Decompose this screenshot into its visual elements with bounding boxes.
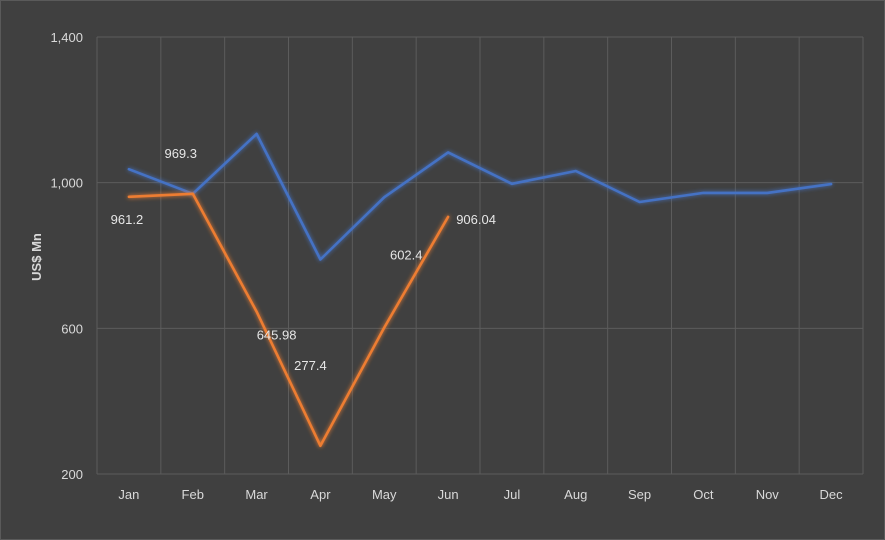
data-label: 645.98 — [257, 328, 297, 343]
series — [127, 132, 833, 448]
x-tick-label: Jul — [504, 487, 521, 502]
x-tick-label: Sep — [628, 487, 651, 502]
x-tick-label: Jun — [438, 487, 459, 502]
x-tick-label: Oct — [693, 487, 714, 502]
x-tick-label: Aug — [564, 487, 587, 502]
y-axis: 200 600 1,000 1,400 — [50, 30, 83, 482]
x-tick-label: Dec — [820, 487, 844, 502]
data-label: 906.04 — [456, 212, 496, 227]
data-label: 277.4 — [294, 358, 327, 373]
y-tick-label: 600 — [61, 321, 83, 336]
series-line-2 — [127, 192, 450, 448]
x-tick-label: Nov — [756, 487, 780, 502]
y-tick-label: 200 — [61, 467, 83, 482]
data-label: 969.3 — [164, 146, 197, 161]
x-axis: Jan Feb Mar Apr May Jun Jul Aug Sep Oct Nov Dec — [118, 487, 843, 502]
y-tick-label: 1,400 — [50, 30, 83, 45]
data-label: 602.4 — [390, 247, 423, 262]
y-tick-label: 1,000 — [50, 176, 83, 191]
x-tick-label: Apr — [310, 487, 331, 502]
data-labels: 969.3 961.2 645.98 277.4 602.4 906.04 — [111, 146, 496, 373]
x-tick-label: Jan — [118, 487, 139, 502]
x-tick-label: May — [372, 487, 397, 502]
x-tick-label: Feb — [182, 487, 204, 502]
series-line-1 — [127, 132, 833, 261]
data-label: 961.2 — [111, 212, 144, 227]
x-tick-label: Mar — [245, 487, 268, 502]
y-axis-title: US$ Mn — [29, 233, 44, 281]
grid — [96, 36, 864, 475]
